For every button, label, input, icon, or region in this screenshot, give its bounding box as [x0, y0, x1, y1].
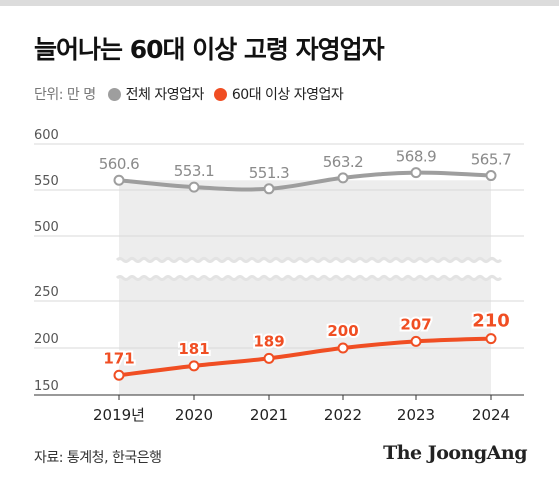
data-label-total: 551.3	[249, 164, 289, 182]
data-label-senior: 207	[400, 315, 431, 333]
y-tick-label: 600	[34, 128, 59, 143]
y-tick-label: 550	[34, 174, 59, 189]
data-point-total	[188, 181, 200, 193]
x-tick-label: 2023	[397, 406, 435, 424]
data-point-senior	[410, 335, 422, 347]
brand-logo: The JoongAng	[383, 442, 527, 464]
source-note: 자료: 통계청, 한국은행	[34, 450, 162, 466]
x-tick-label: 2020	[175, 406, 213, 424]
data-point-senior	[113, 369, 125, 381]
data-point-total	[263, 183, 275, 195]
legend-dot-total	[107, 87, 121, 101]
data-label-senior: 189	[253, 332, 284, 350]
data-point-senior	[263, 352, 275, 364]
x-tick-label: 2019년	[93, 406, 145, 424]
data-point-total	[485, 170, 497, 182]
series-line-total	[117, 170, 493, 192]
y-tick-label: 500	[34, 220, 59, 235]
top-accent-bar	[0, 0, 559, 6]
y-tick-label: 250	[34, 285, 59, 300]
axis-break-wave-top	[115, 257, 503, 263]
unit-label: 단위: 만 명	[34, 87, 96, 103]
legend-label-total: 전체 자영업자	[125, 87, 205, 103]
data-label-total: 563.2	[323, 153, 363, 171]
data-point-senior	[337, 342, 349, 354]
axis-break-band	[117, 260, 493, 278]
chart-title: 늘어나는 60대 이상 고령 자영업자	[34, 35, 385, 64]
data-label-senior: 171	[103, 349, 134, 367]
data-label-total: 553.1	[174, 162, 214, 180]
data-label-senior: 181	[178, 340, 209, 358]
data-label-senior: 200	[327, 322, 358, 340]
y-tick-label: 150	[34, 379, 59, 394]
data-point-total	[113, 174, 125, 186]
x-tick-label: 2021	[250, 406, 288, 424]
data-point-senior	[485, 333, 497, 345]
data-point-senior	[188, 360, 200, 372]
x-tick-label: 2022	[324, 406, 362, 424]
data-label-total: 565.7	[471, 151, 511, 169]
legend-item-senior: 60대 이상 자영업자	[213, 84, 344, 104]
x-tick-label: 2024	[472, 406, 510, 424]
shaded-region	[119, 180, 491, 395]
series-line-senior	[117, 336, 493, 378]
axis-break-wave-bottom	[115, 275, 503, 281]
data-label-total: 560.6	[99, 155, 139, 173]
legend: 단위: 만 명 전체 자영업자 60대 이상 자영업자	[34, 84, 353, 104]
data-label-total: 568.9	[396, 148, 436, 166]
data-point-total	[337, 172, 349, 184]
y-tick-label: 200	[34, 332, 59, 347]
legend-dot-senior	[213, 87, 227, 101]
data-label-senior: 210	[472, 311, 510, 332]
legend-label-senior: 60대 이상 자영업자	[231, 87, 344, 103]
data-point-total	[410, 167, 422, 179]
legend-item-total: 전체 자영업자	[107, 84, 205, 104]
